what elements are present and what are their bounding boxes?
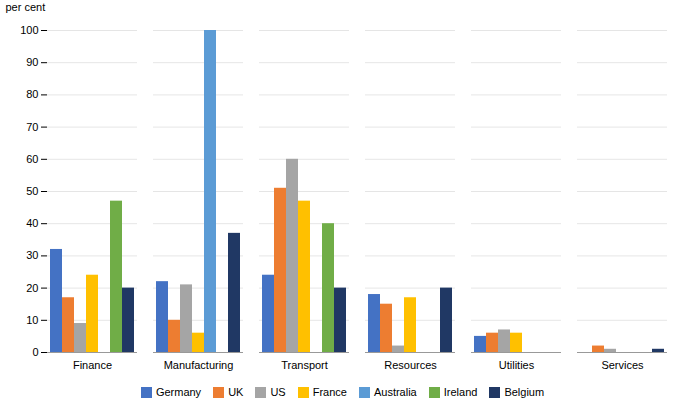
- html-text:US: US: [270, 386, 286, 398]
- svg-text:20: 20: [26, 282, 38, 294]
- html-text:Belgium: Belgium: [504, 386, 545, 398]
- html-text:Germany: Germany: [155, 386, 202, 398]
- svg-text:30: 30: [26, 249, 38, 261]
- svg-text:40: 40: [26, 217, 38, 229]
- html-text:Australia: Australia: [373, 386, 417, 398]
- svg-text:per cent: per cent: [6, 1, 46, 13]
- svg-text:100: 100: [20, 24, 38, 36]
- svg-text:80: 80: [26, 88, 38, 100]
- svg-text:Services: Services: [601, 359, 644, 371]
- svg-text:70: 70: [26, 121, 38, 133]
- html-text:UK: UK: [228, 386, 244, 398]
- svg-text:Resources: Resources: [384, 359, 437, 371]
- svg-text:Transport: Transport: [281, 359, 328, 371]
- svg-text:Manufacturing: Manufacturing: [164, 359, 234, 371]
- svg-text:90: 90: [26, 56, 38, 68]
- svg-text:10: 10: [26, 314, 38, 326]
- svg-text:Utilities: Utilities: [499, 359, 535, 371]
- svg-text:60: 60: [26, 153, 38, 165]
- html-text:France: France: [312, 386, 347, 398]
- svg-text:Finance: Finance: [73, 359, 112, 371]
- html-text:Ireland: Ireland: [443, 386, 478, 398]
- svg-text:0: 0: [32, 346, 38, 358]
- svg-text:50: 50: [26, 185, 38, 197]
